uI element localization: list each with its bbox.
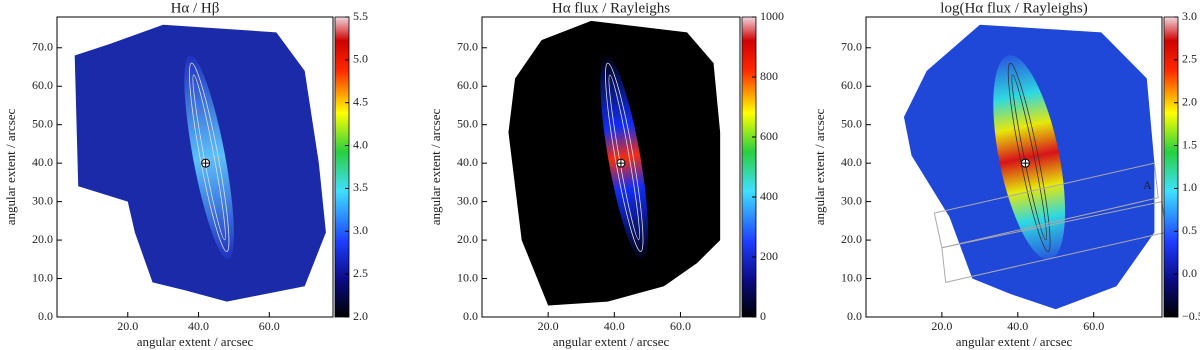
y-tick-label: 40.0 [841,155,862,169]
contour [1011,74,1047,241]
colorbar-tick-label: 3.0 [1182,9,1197,23]
axes-frame [481,16,741,318]
y-tick-label: 20.0 [841,232,862,246]
x-axis-label: angular extent / arcsec [553,334,670,349]
y-tick-label: 0.0 [463,309,478,323]
colorbar-tick-label: 4.0 [353,137,368,151]
x-tick-label: 40.0 [1007,319,1028,333]
y-tick-label: 40.0 [32,155,53,169]
y-tick-label: 30.0 [32,193,53,207]
center-marker-cross [1021,159,1030,168]
galaxy-emission [184,55,234,260]
contour [605,62,644,253]
y-tick-label: 40.0 [457,155,478,169]
x-tick-label: 40.0 [188,319,209,333]
colorbar-tick-label: 4.5 [353,94,368,108]
colorbar-tick-label: 600 [760,129,778,143]
x-tick-label: 40.0 [604,319,625,333]
x-tick-label: 20.0 [538,319,559,333]
x-axis-label: angular extent / arcsec [137,334,254,349]
y-tick-label: 50.0 [457,116,478,130]
colorbar-tick-label: 2.0 [353,309,368,323]
y-tick-label: 0.0 [38,309,53,323]
colorbar-tick-label: 2.5 [1182,52,1197,66]
colorbar-tick-label: −0.5 [1182,309,1200,323]
axes-frame [56,16,334,318]
contour [1007,62,1051,253]
x-tick-label: 20.0 [931,319,952,333]
contour [188,62,230,253]
galaxy-emission [600,55,649,260]
colorbar-tick-label: 0 [760,309,766,323]
center-marker-cross [201,159,210,168]
aperture-box [933,162,1159,249]
y-tick-label: 10.0 [457,270,478,284]
colorbar-tick-label: 2.5 [353,266,368,280]
title: log(Hα flux / Rayleighs) [940,0,1087,16]
x-tick-label: 60.0 [259,319,280,333]
y-tick-label: 50.0 [32,116,53,130]
x-axis-label: angular extent / arcsec [956,334,1073,349]
colorbar [334,16,350,318]
y-tick-label: 30.0 [457,193,478,207]
colorbar-tick-label: 3.0 [353,223,368,237]
colorbar-tick-label: 1000 [760,9,784,23]
contour [608,74,640,241]
y-tick-label: 70.0 [841,40,862,54]
colorbar-tick-label: 2.0 [1182,94,1197,108]
y-tick-label: 70.0 [32,40,53,54]
x-tick-label: 60.0 [670,319,691,333]
y-tick-label: 70.0 [457,40,478,54]
y-tick-label: 50.0 [841,116,862,130]
colorbar-tick-label: 5.5 [353,9,368,23]
colorbar [1163,16,1179,318]
title: Hα flux / Rayleighs [552,0,670,16]
colorbar [741,16,757,318]
colorbar-tick-label: 400 [760,189,778,203]
colorbar-tick-label: 0.0 [1182,266,1197,280]
colorbar-tick-label: 200 [760,249,778,263]
annotation: A [1143,178,1152,192]
y-tick-label: 60.0 [457,78,478,92]
colorbar-tick-label: 3.5 [353,180,368,194]
y-tick-label: 60.0 [841,78,862,92]
y-tick-label: 60.0 [32,78,53,92]
y-tick-label: 20.0 [32,232,53,246]
y-tick-label: 30.0 [841,193,862,207]
x-tick-label: 20.0 [117,319,138,333]
axes-frame [865,16,1163,318]
title: Hα / Hβ [171,0,220,16]
y-axis-label: angular extent / arcsec [812,108,827,225]
y-tick-label: 20.0 [457,232,478,246]
colorbar-tick-label: 0.5 [1182,223,1197,237]
y-tick-label: 10.0 [32,270,53,284]
colorbar-tick-label: 1.5 [1182,137,1197,151]
colorbar-tick-label: 800 [760,69,778,83]
y-tick-label: 0.0 [847,309,862,323]
colorbar-tick-label: 5.0 [353,52,368,66]
colorbar-tick-label: 1.0 [1182,180,1197,194]
y-axis-label: angular extent / arcsec [3,108,18,225]
contour [192,74,226,241]
y-axis-label: angular extent / arcsec [428,108,443,225]
center-marker-cross [616,159,625,168]
x-tick-label: 60.0 [1083,319,1104,333]
y-tick-label: 10.0 [841,270,862,284]
